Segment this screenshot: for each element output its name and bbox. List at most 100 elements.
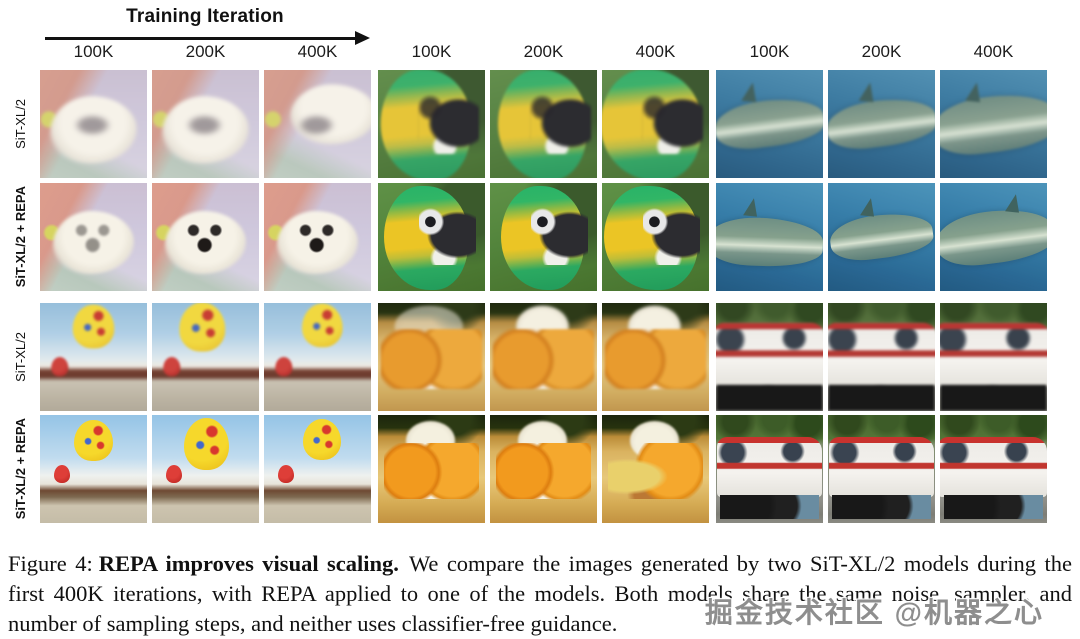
- sample-image-food-400K: [602, 415, 709, 523]
- sample-image-truck-100K: [716, 415, 823, 523]
- photo-truck: [716, 415, 823, 523]
- photo-shark: [828, 70, 935, 178]
- sample-image-parrot-200K: [490, 183, 597, 291]
- sample-image-food-400K: [602, 303, 709, 411]
- photo-dog: [152, 183, 259, 291]
- photo-food: [602, 303, 709, 411]
- sample-image-shark-200K: [828, 183, 935, 291]
- sample-image-food-200K: [490, 415, 597, 523]
- photo-dog: [264, 183, 371, 291]
- sample-image-balloon-200K: [152, 303, 259, 411]
- sample-image-balloon-400K: [264, 415, 371, 523]
- sample-image-parrot-100K: [378, 183, 485, 291]
- iteration-header: 200K: [523, 42, 564, 61]
- sample-image-dog-400K: [264, 70, 371, 178]
- training-iteration-arrow-head-icon: [355, 31, 370, 45]
- sample-image-shark-400K: [940, 70, 1047, 178]
- sample-image-balloon-200K: [152, 415, 259, 523]
- iteration-header: 200K: [185, 42, 226, 61]
- iteration-header: 100K: [411, 42, 452, 61]
- row-label-text: SiT-XL/2 + REPA: [12, 186, 28, 288]
- iteration-header: 200K: [861, 42, 902, 61]
- photo-parrot: [490, 183, 597, 291]
- image-grid: SiT-XL/2 SiT-XL/2 + REPA SiT-XL/2 SiT-XL/2 …: [0, 70, 1047, 523]
- watermark: 掘金技术社区 @机器之心: [704, 597, 1044, 628]
- sample-image-balloon-100K: [40, 303, 147, 411]
- caption-highlight: REPA improves visual scaling.: [98, 551, 399, 576]
- sample-image-truck-200K: [828, 415, 935, 523]
- sample-image-food-200K: [490, 303, 597, 411]
- iteration-header: 400K: [297, 42, 338, 61]
- sample-image-truck-400K: [940, 415, 1047, 523]
- iteration-header: 100K: [73, 42, 114, 61]
- sample-image-truck-100K: [716, 303, 823, 411]
- sample-image-parrot-100K: [378, 70, 485, 178]
- photo-food: [378, 415, 485, 523]
- photo-shark: [940, 183, 1047, 291]
- photo-truck: [828, 415, 935, 523]
- photo-food: [490, 415, 597, 523]
- row-label: SiT-XL/2: [0, 70, 40, 178]
- model-row: SiT-XL/2: [0, 70, 1047, 178]
- row-label: SiT-XL/2: [0, 303, 40, 411]
- model-row: SiT-XL/2 + REPA: [0, 183, 1047, 291]
- column-headers: 100K 200K 400K 100K 200K 400K 100K 200K 400K: [40, 42, 1047, 62]
- photo-truck: [940, 303, 1047, 411]
- sample-image-truck-400K: [940, 303, 1047, 411]
- iteration-header: 400K: [635, 42, 676, 61]
- photo-food: [378, 303, 485, 411]
- photo-dog: [40, 70, 147, 178]
- photo-truck: [828, 303, 935, 411]
- model-row: SiT-XL/2: [0, 303, 1047, 411]
- photo-food: [490, 303, 597, 411]
- training-iteration-label: Training Iteration: [126, 6, 284, 27]
- figure-caption: Figure 4: REPA improves visual scaling. We…: [8, 549, 1072, 639]
- photo-balloon: [40, 415, 147, 523]
- sample-image-food-100K: [378, 303, 485, 411]
- photo-parrot: [602, 183, 709, 291]
- sample-image-shark-200K: [828, 70, 935, 178]
- photo-parrot: [490, 70, 597, 178]
- photo-food: [602, 415, 709, 523]
- sample-image-dog-200K: [152, 183, 259, 291]
- photo-shark: [716, 183, 823, 291]
- row-label: SiT-XL/2 + REPA: [0, 183, 40, 291]
- photo-balloon: [152, 303, 259, 411]
- sample-image-dog-100K: [40, 183, 147, 291]
- row-label-text: SiT-XL/2: [12, 99, 28, 149]
- photo-dog: [264, 70, 371, 178]
- sample-image-shark-100K: [716, 183, 823, 291]
- training-iteration-arrow-line: [45, 37, 357, 40]
- sample-image-parrot-400K: [602, 183, 709, 291]
- photo-parrot: [378, 183, 485, 291]
- sample-image-truck-200K: [828, 303, 935, 411]
- row-label-text: SiT-XL/2 + REPA: [12, 418, 28, 520]
- sample-image-balloon-100K: [40, 415, 147, 523]
- photo-balloon: [40, 303, 147, 411]
- photo-dog: [40, 183, 147, 291]
- photo-shark: [940, 70, 1047, 178]
- sample-image-dog-400K: [264, 183, 371, 291]
- sample-image-shark-400K: [940, 183, 1047, 291]
- photo-balloon: [152, 415, 259, 523]
- sample-image-dog-200K: [152, 70, 259, 178]
- model-row: SiT-XL/2 + REPA: [0, 415, 1047, 523]
- photo-parrot: [378, 70, 485, 178]
- sample-image-food-100K: [378, 415, 485, 523]
- sample-image-parrot-400K: [602, 70, 709, 178]
- sample-image-dog-100K: [40, 70, 147, 178]
- sample-image-parrot-200K: [490, 70, 597, 178]
- photo-shark: [828, 183, 935, 291]
- photo-balloon: [264, 303, 371, 411]
- photo-balloon: [264, 415, 371, 523]
- iteration-header: 100K: [749, 42, 790, 61]
- sample-image-balloon-400K: [264, 303, 371, 411]
- photo-shark: [716, 70, 823, 178]
- photo-dog: [152, 70, 259, 178]
- photo-truck: [716, 303, 823, 411]
- row-label-text: SiT-XL/2: [12, 332, 28, 382]
- caption-body: We compare the images generated by two S…: [8, 551, 1072, 636]
- row-label: SiT-XL/2 + REPA: [0, 415, 40, 523]
- photo-truck: [940, 415, 1047, 523]
- iteration-header: 400K: [973, 42, 1014, 61]
